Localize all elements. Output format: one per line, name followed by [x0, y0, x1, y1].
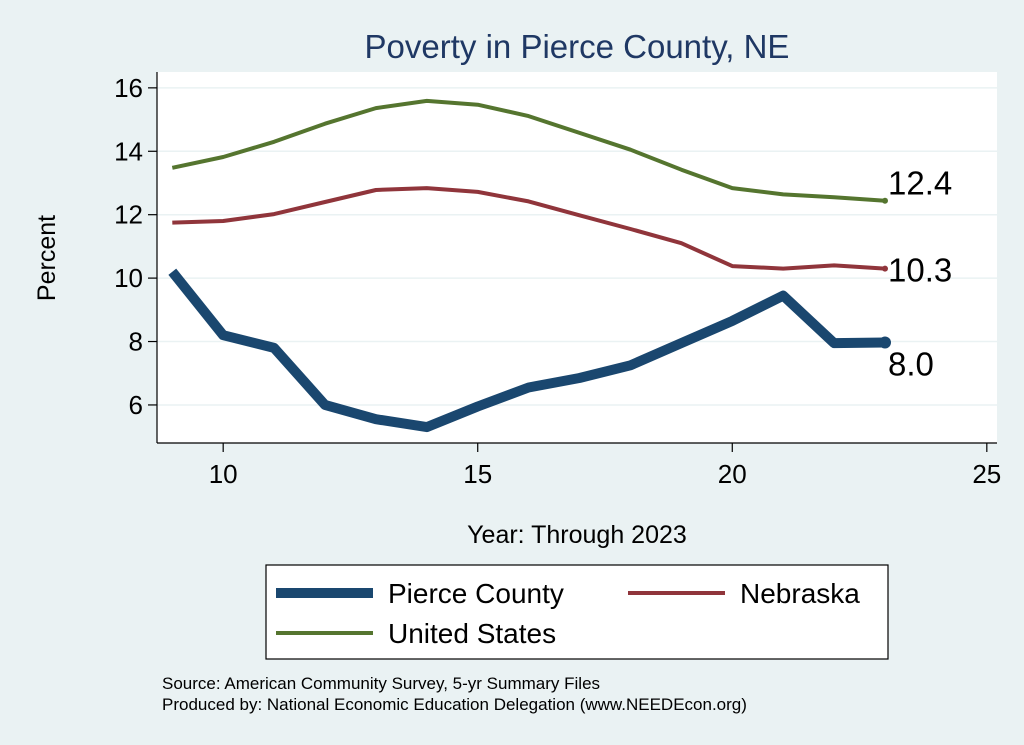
legend-label-pierce-county: Pierce County	[388, 578, 564, 609]
source-note: Source: American Community Survey, 5-yr …	[162, 674, 600, 693]
end-label-nebraska: 10.3	[888, 252, 952, 289]
end-point-pierce-county	[879, 336, 891, 349]
y-tick-label-8: 8	[129, 327, 143, 357]
x-axis-label: Year: Through 2023	[467, 521, 687, 549]
chart-title: Poverty in Pierce County, NE	[365, 28, 790, 65]
end-label-pierce-county: 8.0	[888, 345, 934, 382]
y-tick-label-10: 10	[114, 263, 143, 293]
series-line-united-states	[171, 98, 886, 203]
end-point-united-states	[882, 197, 888, 204]
x-axis-ticks: 10 15 20 25	[209, 443, 1001, 489]
legend-box	[265, 564, 889, 660]
end-label-united-states: 12.4	[888, 165, 952, 202]
plot-area	[157, 72, 997, 443]
end-labels: 8.0 10.3 12.4	[888, 165, 952, 383]
series-line-nebraska	[172, 186, 886, 271]
y-tick-label-14: 14	[114, 136, 143, 166]
y-tick-label-16: 16	[114, 73, 143, 103]
y-tick-label-6: 6	[129, 390, 143, 420]
x-tick-label-10: 10	[209, 459, 238, 489]
end-point-nebraska	[882, 265, 888, 272]
series-line-pierce-county	[168, 268, 886, 433]
x-tick-label-20: 20	[718, 459, 747, 489]
legend: Pierce County Nebraska United States	[265, 564, 889, 660]
y-axis-ticks: 6 8 10 12 14 16	[114, 73, 157, 420]
grid-lines	[157, 87, 997, 406]
y-tick-label-12: 12	[114, 200, 143, 230]
x-tick-label-15: 15	[463, 459, 492, 489]
legend-label-nebraska: Nebraska	[740, 578, 860, 609]
legend-label-united-states: United States	[388, 618, 556, 649]
series-lines	[168, 98, 891, 433]
produced-by-note: Produced by: National Economic Education…	[162, 695, 747, 714]
x-tick-label-25: 25	[972, 459, 1001, 489]
y-axis-label: Percent	[33, 215, 61, 301]
